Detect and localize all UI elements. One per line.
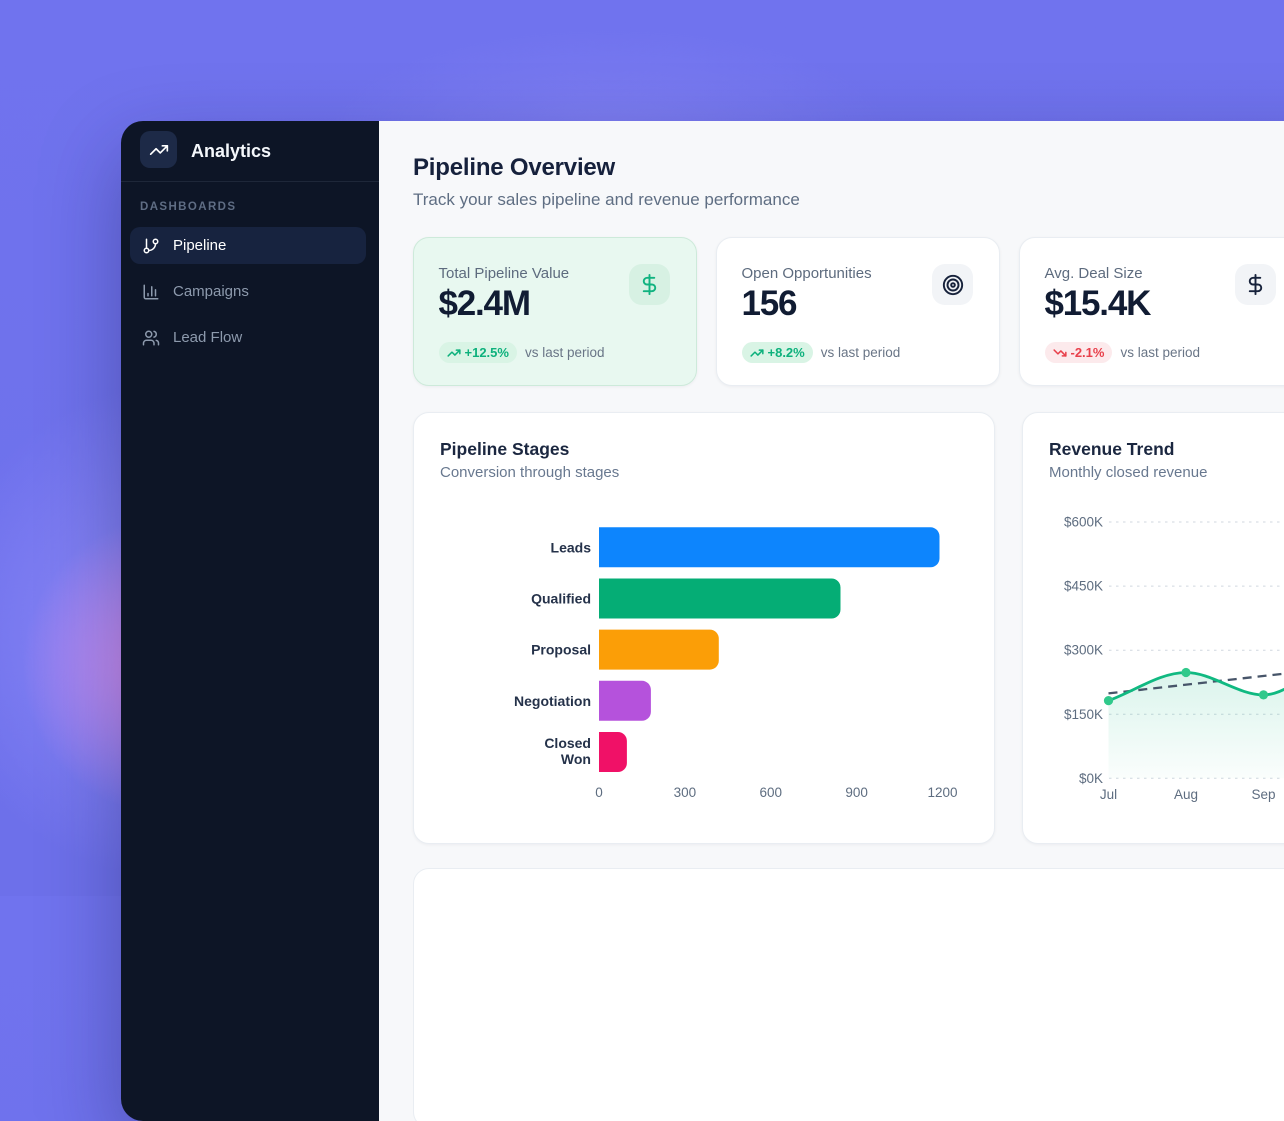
- svg-text:$300K: $300K: [1064, 643, 1103, 658]
- svg-text:Sep: Sep: [1251, 787, 1275, 802]
- svg-text:600: 600: [760, 785, 783, 800]
- svg-text:$0K: $0K: [1079, 771, 1103, 786]
- svg-text:Closed: Closed: [544, 735, 591, 751]
- svg-text:900: 900: [845, 785, 868, 800]
- svg-text:Won: Won: [561, 751, 591, 767]
- svg-text:$450K: $450K: [1064, 579, 1103, 594]
- svg-text:Proposal: Proposal: [531, 642, 591, 658]
- svg-text:$600K: $600K: [1064, 515, 1103, 530]
- svg-text:$150K: $150K: [1064, 707, 1103, 722]
- svg-text:0: 0: [595, 785, 603, 800]
- svg-text:Negotiation: Negotiation: [514, 693, 591, 709]
- svg-text:Jul: Jul: [1100, 787, 1117, 802]
- svg-text:1200: 1200: [927, 785, 957, 800]
- svg-text:Aug: Aug: [1174, 787, 1198, 802]
- svg-text:300: 300: [674, 785, 697, 800]
- svg-text:Qualified: Qualified: [531, 591, 591, 607]
- svg-text:Leads: Leads: [551, 539, 592, 555]
